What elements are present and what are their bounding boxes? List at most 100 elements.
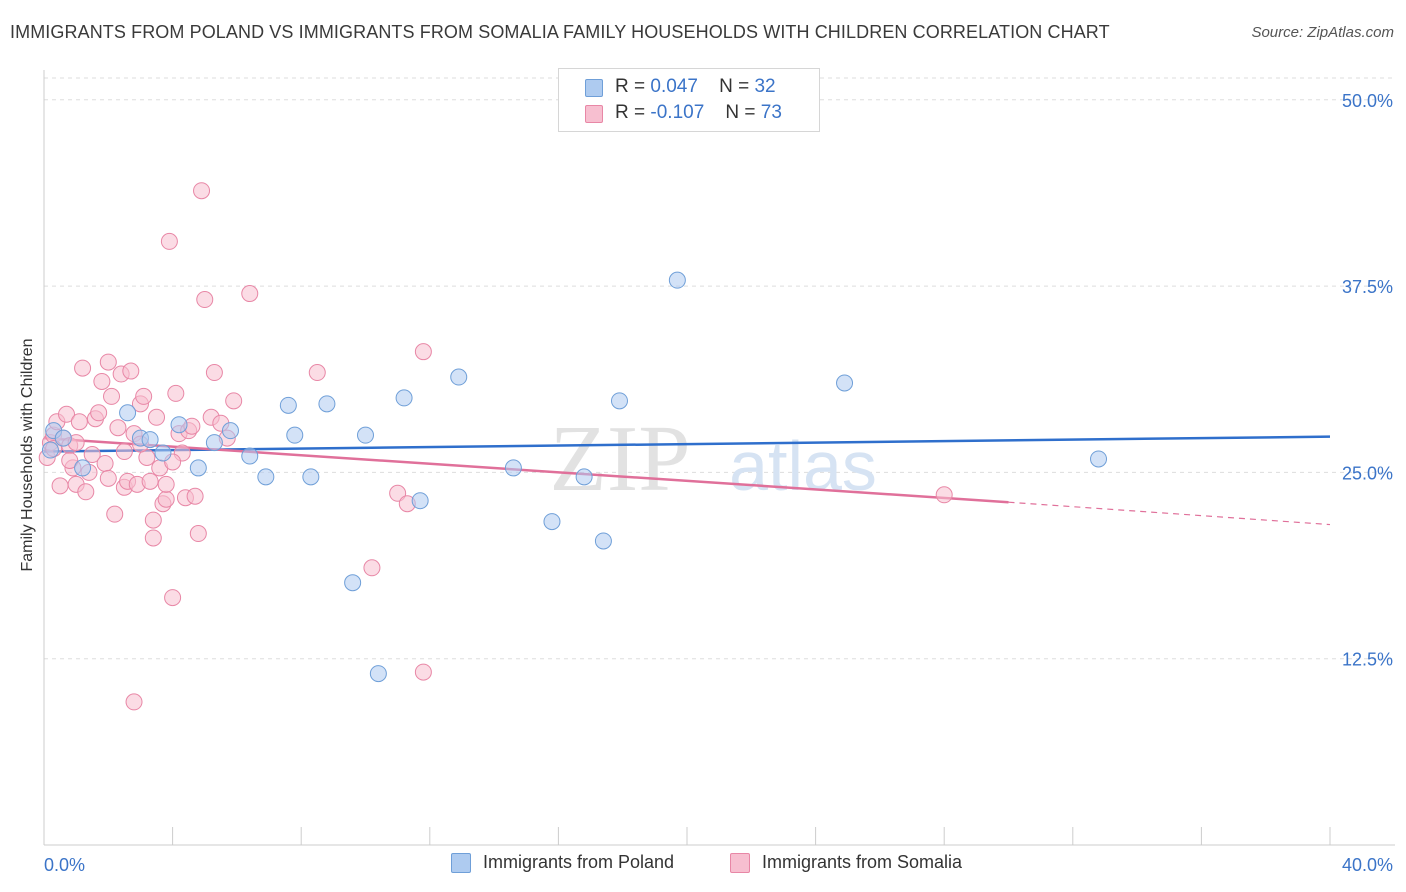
- poland-point: [836, 374, 854, 392]
- somalia-point: [164, 589, 182, 607]
- somalia-point: [160, 232, 178, 250]
- somalia-point: [141, 472, 159, 490]
- trend-lines: [43, 435, 1331, 526]
- somalia-point: [157, 490, 175, 508]
- somalia-point: [167, 384, 185, 402]
- poland-point: [189, 459, 207, 477]
- somalia-point: [106, 505, 124, 523]
- somalia-point: [96, 454, 114, 472]
- somalia-point: [61, 451, 79, 469]
- poland-trend-line: [43, 435, 1331, 453]
- somalia-trend-extension: [1008, 501, 1331, 526]
- legend-n-label: N =: [719, 76, 750, 97]
- y-tick-label: 12.5%: [1342, 650, 1393, 670]
- source-label: Source: ZipAtlas.com: [1251, 24, 1394, 41]
- bottom-legend-swatch-poland: [451, 853, 471, 873]
- poland-point: [170, 416, 188, 434]
- bottom-legend-label-somalia: Immigrants from Somalia: [762, 852, 963, 872]
- poland-point: [504, 459, 522, 477]
- poland-point: [257, 468, 275, 486]
- somalia-point: [83, 446, 101, 464]
- poland-point: [54, 429, 72, 447]
- somalia-point: [389, 484, 407, 502]
- somalia-point: [144, 529, 162, 547]
- somalia-point: [93, 372, 111, 390]
- somalia-point: [148, 408, 166, 426]
- somalia-point: [77, 483, 95, 501]
- somalia-point: [363, 559, 381, 577]
- y-tick-label: 37.5%: [1342, 277, 1393, 297]
- poland-point: [74, 459, 92, 477]
- poland-point: [575, 468, 593, 486]
- watermark-zip: ZIP: [550, 407, 691, 511]
- poland-point: [344, 574, 362, 592]
- somalia-point: [135, 387, 153, 405]
- somalia-point: [125, 693, 143, 711]
- poland-point: [279, 396, 297, 414]
- somalia-point: [99, 353, 117, 371]
- x-tick-label-start: 0.0%: [44, 855, 85, 875]
- poland-point: [302, 468, 320, 486]
- legend-n-somalia: 73: [760, 102, 782, 123]
- watermark: ZIP atlas: [550, 407, 877, 511]
- somalia-point: [144, 511, 162, 529]
- tick-labels: 12.5% 25.0% 37.5% 50.0% 0.0% 40.0%: [44, 91, 1393, 875]
- somalia-point: [193, 182, 211, 200]
- legend-swatch-somalia: [585, 105, 603, 123]
- somalia-trend-line: [43, 436, 1009, 504]
- somalia-point: [935, 486, 953, 504]
- poland-point: [141, 431, 159, 449]
- bottom-legend-swatch-somalia: [730, 853, 750, 873]
- somalia-point: [99, 469, 117, 487]
- somalia-point: [186, 487, 204, 505]
- poland-point: [318, 395, 336, 413]
- gridlines: [44, 77, 1395, 660]
- somalia-point: [196, 291, 214, 309]
- poland-point: [41, 441, 59, 459]
- poland-point: [205, 434, 223, 452]
- poland-point: [395, 389, 413, 407]
- data-points: [38, 182, 1108, 711]
- poland-point: [286, 426, 304, 444]
- y-tick-label: 50.0%: [1342, 91, 1393, 111]
- somalia-point: [414, 343, 432, 361]
- legend-r-poland: 0.047: [650, 76, 698, 97]
- bottom-legend-label-poland: Immigrants from Poland: [483, 852, 675, 872]
- somalia-point: [51, 477, 69, 495]
- poland-point: [369, 665, 387, 683]
- legend-r-label: R =: [615, 76, 646, 97]
- poland-point: [154, 444, 172, 462]
- somalia-point: [90, 404, 108, 422]
- legend-n-label: N =: [725, 102, 756, 123]
- somalia-point: [157, 475, 175, 493]
- poland-point: [543, 513, 561, 531]
- poland-point: [594, 532, 612, 550]
- poland-point: [241, 447, 259, 465]
- somalia-point: [109, 419, 127, 437]
- somalia-point: [70, 413, 88, 431]
- poland-point: [668, 271, 686, 289]
- somalia-point: [308, 364, 326, 382]
- somalia-point: [205, 364, 223, 382]
- poland-point: [357, 426, 374, 444]
- somalia-point: [58, 405, 76, 423]
- poland-point: [119, 404, 137, 422]
- poland-point: [1090, 450, 1108, 468]
- poland-point: [221, 422, 239, 440]
- axes: [43, 70, 1395, 846]
- somalia-point: [103, 387, 121, 405]
- legend-swatch-poland: [585, 79, 603, 97]
- x-tick-label-end: 40.0%: [1342, 855, 1393, 875]
- somalia-point: [115, 443, 133, 461]
- legend-r-somalia: -0.107: [650, 102, 705, 123]
- watermark-atlas: atlas: [729, 427, 877, 505]
- somalia-point: [189, 525, 207, 543]
- poland-point: [450, 368, 468, 386]
- poland-point: [411, 492, 429, 510]
- legend-r-label: R =: [615, 102, 646, 123]
- legend-box: R = 0.047 N = 32 R = -0.107 N = 73: [558, 68, 820, 132]
- somalia-point: [225, 392, 243, 410]
- somalia-point: [414, 663, 432, 681]
- poland-point: [610, 392, 628, 410]
